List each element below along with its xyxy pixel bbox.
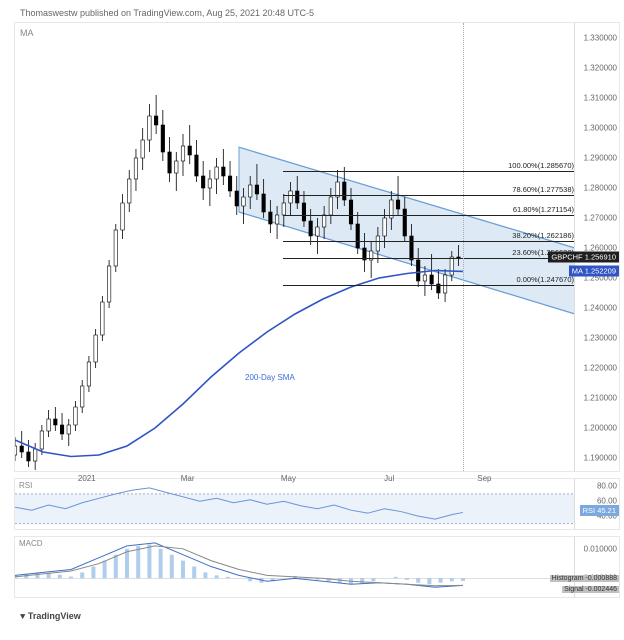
- price-tick: 1.320000: [584, 64, 617, 73]
- price-tick: 1.190000: [584, 454, 617, 463]
- macd-tick: 0.010000: [584, 544, 617, 553]
- price-tick: 1.210000: [584, 394, 617, 403]
- fib-line: [283, 285, 574, 286]
- fib-label: 78.60%(1.277538): [512, 185, 574, 194]
- macd-badge: Signal -0.002446: [562, 586, 619, 593]
- rsi-tick: 80.00: [597, 482, 617, 491]
- price-badge: GBPCHF 1.256910: [548, 252, 619, 263]
- tradingview-logo: ▼ TradingView: [20, 611, 81, 622]
- price-chart-svg: [15, 23, 575, 473]
- price-tick: 1.300000: [584, 124, 617, 133]
- price-tick: 1.200000: [584, 424, 617, 433]
- macd-badge: Histogram -0.000888: [550, 575, 619, 582]
- fib-line: [283, 171, 574, 172]
- time-tick: Jul: [384, 474, 394, 640]
- macd-axis: 0.0100000.000000Histogram -0.000888Signa…: [574, 536, 620, 598]
- time-tick: Sep: [477, 474, 491, 640]
- current-time-line: [463, 23, 464, 471]
- price-tick: 1.330000: [584, 34, 617, 43]
- time-tick: May: [281, 474, 296, 640]
- fib-line: [283, 258, 574, 259]
- price-tick: 1.240000: [584, 304, 617, 313]
- price-tick: 1.290000: [584, 154, 617, 163]
- rsi-axis: 80.0060.0040.00RSI 45.21: [574, 478, 620, 530]
- sma-label: 200-Day SMA: [245, 373, 295, 382]
- price-tick: 1.230000: [584, 334, 617, 343]
- price-tick: 1.220000: [584, 364, 617, 373]
- price-tick: 1.270000: [584, 214, 617, 223]
- price-chart[interactable]: 200-Day SMA 100.00%(1.285670) 78.60%(1.27…: [14, 22, 574, 472]
- fib-label: 61.80%(1.271154): [513, 205, 574, 214]
- fib-line: [283, 241, 574, 242]
- fib-label: 0.00%(1.247670): [516, 275, 574, 284]
- fib-label: 100.00%(1.285670): [508, 161, 574, 170]
- time-tick: Mar: [181, 474, 195, 640]
- fib-line: [283, 195, 574, 196]
- rsi-badge: RSI 45.21: [580, 505, 619, 516]
- price-tick: 1.310000: [584, 94, 617, 103]
- chart-header: Thomaswestw published on TradingView.com…: [20, 8, 314, 18]
- price-axis: 1.330000 1.320000 1.310000 1.300000 1.290000…: [574, 22, 620, 472]
- fib-label: 38.20%(1.262186): [512, 232, 574, 241]
- price-tick: 1.280000: [584, 184, 617, 193]
- time-tick: 2021: [78, 474, 96, 640]
- price-badge: MA 1.252209: [569, 266, 619, 277]
- fib-line: [283, 215, 574, 216]
